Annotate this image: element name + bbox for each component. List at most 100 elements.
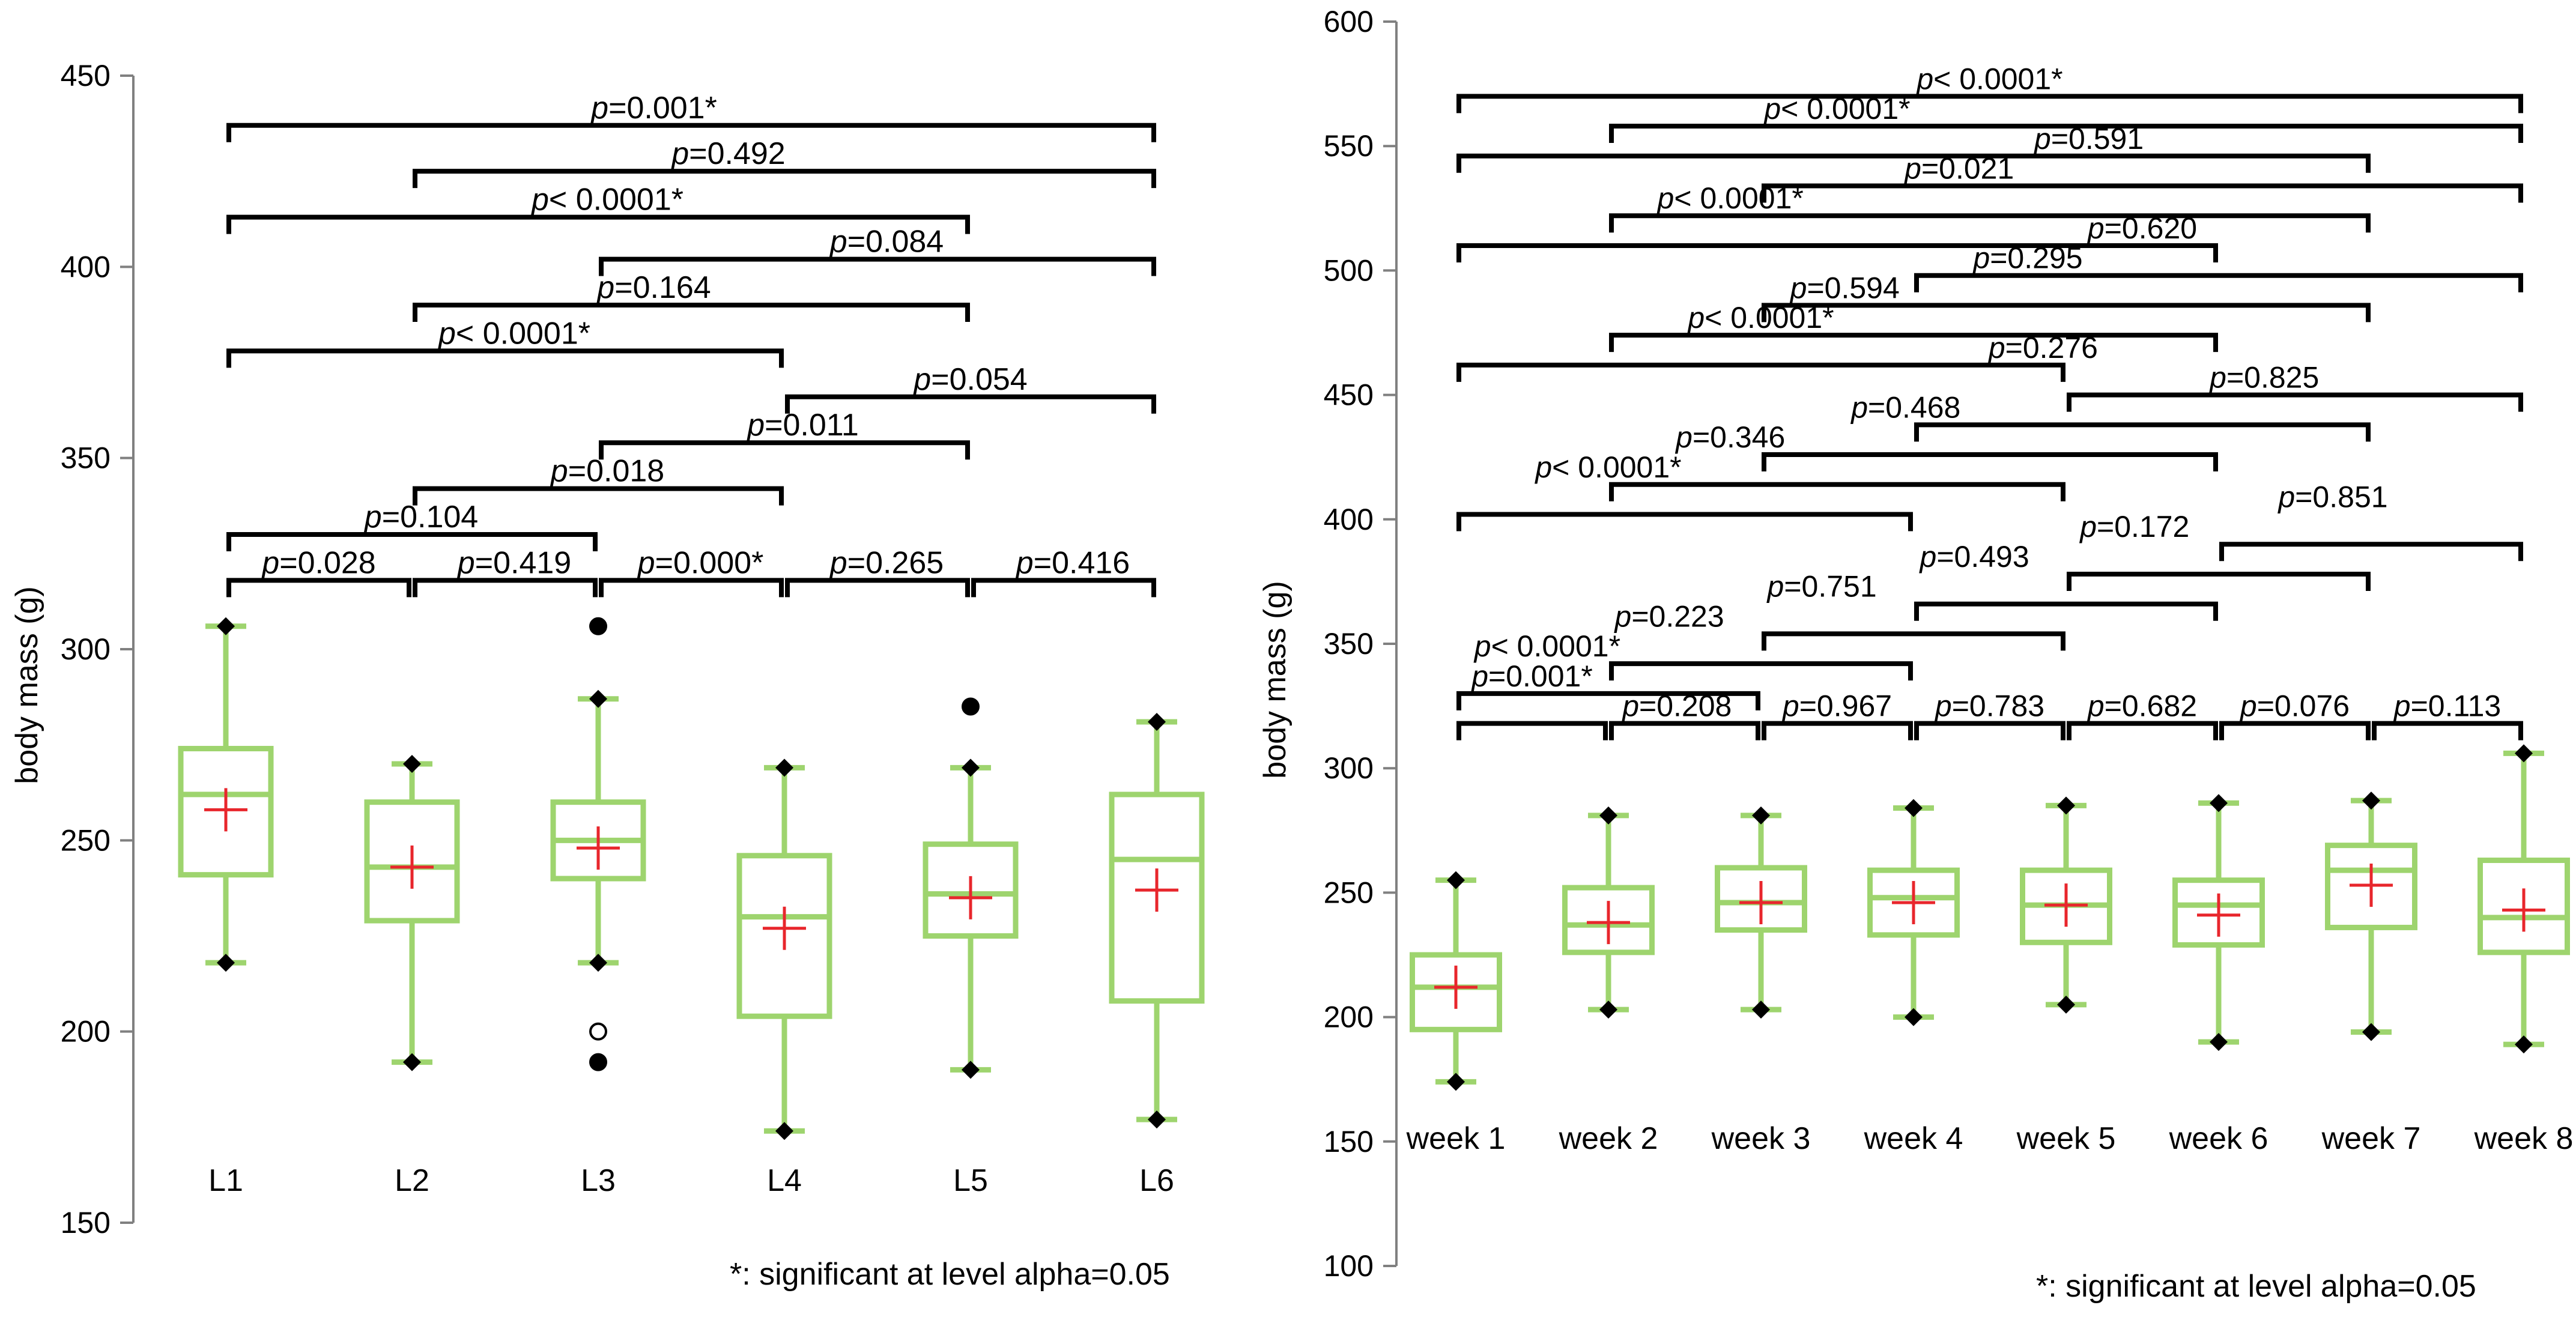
p-value-label: p=0.591 (2033, 122, 2144, 156)
bracket-line (971, 578, 1156, 598)
comparison-bracket: p=0.295 (1914, 241, 2523, 292)
bracket-line (413, 578, 598, 598)
x-category-label: week 6 (2169, 1121, 2268, 1156)
min-marker (1905, 1008, 1923, 1026)
bracket-line (1762, 303, 2371, 322)
comparison-bracket: p=0.346 (1674, 420, 2218, 472)
box-1 (1410, 871, 1502, 1091)
bracket-line (1609, 721, 1760, 740)
bracket-line (413, 486, 784, 506)
chart-panel-1: 150 200 250 300 350 400 450 body mass (g) L1 L2 L3… (10, 59, 1205, 1240)
max-marker (217, 617, 235, 635)
p-value-label: p< 0.0001* (1687, 301, 1834, 335)
x-category-label: week 5 (2016, 1121, 2116, 1156)
iqr-box (1867, 867, 1960, 938)
y-tick-label: 450 (61, 59, 111, 92)
iqr-box (178, 746, 274, 878)
x-category-label: L6 (1139, 1163, 1174, 1198)
max-marker (2515, 744, 2533, 763)
comparison-bracket: p< 0.0001* (1534, 450, 2065, 501)
comparison-bracket: p=0.011 (599, 408, 970, 460)
max-marker (1447, 871, 1465, 889)
iqr-box (736, 853, 832, 1019)
bracket-line (1609, 124, 2523, 144)
p-value-label: p=0.265 (829, 545, 944, 580)
p-value-label: p=0.164 (596, 270, 711, 305)
y-tick-label: 500 (1324, 253, 1374, 287)
max-marker (2210, 794, 2228, 813)
y-tick-label: 150 (1324, 1125, 1374, 1158)
p-value-label: p< 0.0001* (437, 316, 590, 351)
bracket-line (1456, 243, 2218, 262)
comparison-bracket: p=0.018 (413, 454, 784, 506)
box-1 (178, 617, 274, 972)
p-value-label: p=0.000* (637, 545, 764, 580)
box-2 (364, 755, 460, 1071)
x-category-label: week 4 (1864, 1121, 1963, 1156)
x-category-label: week 3 (1711, 1121, 1811, 1156)
p-value-label: p=0.276 (1987, 331, 2098, 365)
comparison-bracket: p=0.001* (1456, 659, 1760, 710)
y-tick-label: 100 (1324, 1249, 1374, 1283)
y-tick-label: 450 (1324, 378, 1374, 412)
p-value-label: p=0.208 (1621, 689, 1732, 723)
p-value-label: p=0.346 (1674, 420, 1785, 454)
bracket-line (1456, 721, 1608, 740)
bracket-line (2067, 392, 2523, 412)
iqr-box (2478, 858, 2570, 955)
x-category-label: L5 (953, 1163, 988, 1198)
p-value-label: p=0.084 (829, 225, 944, 259)
iqr-box (1562, 885, 1655, 955)
p-value-label: p=0.967 (1781, 689, 1892, 723)
x-category-label: L3 (581, 1163, 616, 1198)
bracket-line (1609, 333, 2218, 353)
comparison-bracket: p=0.682 (2067, 689, 2218, 740)
max-marker (962, 758, 980, 777)
bracket-line (1762, 631, 2065, 651)
iqr-box (364, 799, 460, 924)
x-category-label: week 8 (2474, 1121, 2574, 1156)
bracket-line (226, 578, 411, 598)
p-value-label: p=0.054 (912, 362, 1027, 397)
p-value-label: p=0.011 (746, 408, 859, 443)
bracket-line (226, 214, 970, 234)
comparison-bracket: p=0.416 (971, 545, 1156, 598)
box-6 (2172, 794, 2265, 1052)
p-value-label: p=0.172 (2079, 510, 2189, 543)
y-axis-label: body mass (g) (1258, 581, 1293, 778)
comparison-bracket: p=0.054 (785, 362, 1156, 414)
max-marker (1599, 806, 1617, 825)
y-tick-label: 600 (1324, 5, 1374, 38)
bracket-line (1456, 691, 1760, 710)
bracket-line (599, 578, 784, 598)
comparison-bracket: p=0.620 (1456, 211, 2218, 262)
y-tick-label: 300 (1324, 751, 1374, 785)
y-tick-label: 350 (1324, 627, 1374, 661)
bracket-line (2067, 571, 2371, 591)
min-marker (403, 1053, 421, 1071)
y-tick-label: 550 (1324, 129, 1374, 163)
bracket-line (1914, 601, 2218, 621)
box-4 (736, 758, 832, 1140)
comparison-bracket: p=0.594 (1762, 271, 2371, 322)
comparison-bracket: p=0.468 (1850, 390, 2371, 442)
comparison-bracket: p=0.021 (1762, 152, 2523, 203)
p-value-label: p=0.751 (1766, 570, 1877, 604)
iqr-box (923, 841, 1019, 939)
p-value-label: p< 0.0001* (1534, 450, 1681, 484)
bracket-line (1609, 482, 2065, 501)
x-category-label: week 1 (1406, 1121, 1506, 1156)
comparison-bracket: p< 0.0001* (226, 183, 970, 234)
p-value-label: p=0.468 (1850, 390, 1960, 424)
bracket-line (1914, 273, 2523, 292)
p-value-label: p< 0.0001* (1915, 62, 2062, 95)
p-value-label: p=0.295 (1972, 241, 2082, 275)
max-marker (2362, 792, 2380, 810)
min-marker (2057, 995, 2075, 1014)
bracket-line (1609, 213, 2371, 233)
min-marker (2362, 1023, 2380, 1041)
bracket-line (413, 169, 1156, 189)
box-3 (550, 689, 646, 972)
bracket-line (2067, 721, 2218, 740)
iqr-box (2172, 877, 2265, 948)
